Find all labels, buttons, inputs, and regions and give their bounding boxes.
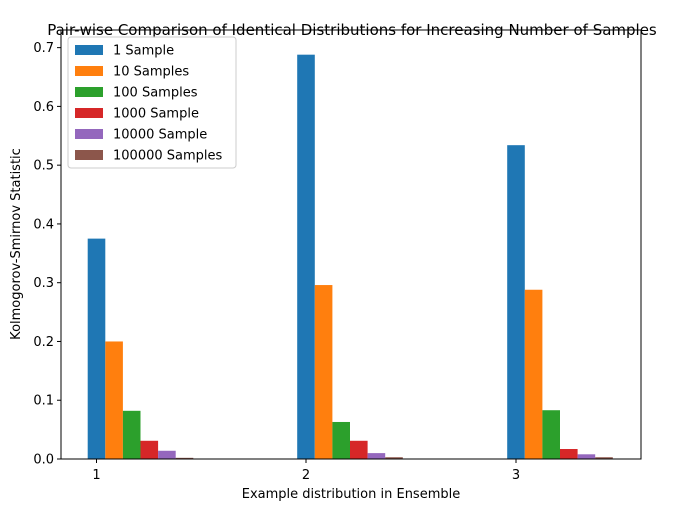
bar-series-4-cat-2 bbox=[350, 440, 368, 459]
bar-series-6-cat-2 bbox=[385, 457, 403, 459]
legend-swatch bbox=[75, 66, 103, 76]
legend-label: 100000 Samples bbox=[113, 149, 223, 164]
x-tick-label: 3 bbox=[512, 468, 520, 483]
y-tick-label: 0.5 bbox=[33, 159, 54, 174]
bar-series-6-cat-1 bbox=[175, 457, 194, 459]
bar-series-2-cat-2 bbox=[314, 285, 333, 459]
legend-label: 10 Samples bbox=[113, 65, 189, 80]
y-tick-label: 0.6 bbox=[33, 100, 54, 115]
legend-label: 10000 Sample bbox=[113, 128, 207, 143]
legend-label: 1000 Sample bbox=[113, 107, 199, 122]
legend-label: 1 Sample bbox=[113, 44, 174, 59]
legend-swatch bbox=[75, 129, 103, 139]
y-tick-label: 0.1 bbox=[33, 394, 54, 409]
bar-series-5-cat-3 bbox=[577, 454, 596, 459]
x-axis: 1 2 3 bbox=[92, 459, 520, 483]
legend-swatch bbox=[75, 45, 103, 55]
y-axis: 0.0 0.1 0.2 0.3 0.4 0.5 0.6 0.7 bbox=[33, 41, 61, 468]
legend-swatch bbox=[75, 108, 103, 118]
legend-swatch bbox=[75, 87, 103, 97]
legend-label: 100 Samples bbox=[113, 86, 198, 101]
bars-layer bbox=[87, 54, 613, 460]
y-tick-label: 0.0 bbox=[33, 453, 54, 468]
plot-frame bbox=[60, 29, 642, 460]
bar-series-3-cat-2 bbox=[332, 421, 350, 459]
bar-series-2-cat-1 bbox=[105, 341, 123, 459]
bar-series-1-cat-2 bbox=[297, 54, 315, 460]
bar-series-4-cat-1 bbox=[140, 440, 159, 459]
y-tick-label: 0.2 bbox=[33, 335, 54, 350]
bar-series-3-cat-1 bbox=[122, 410, 141, 459]
y-tick-label: 0.4 bbox=[33, 217, 54, 232]
bar-series-5-cat-1 bbox=[158, 450, 176, 459]
x-axis-label: Example distribution in Ensemble bbox=[242, 487, 460, 502]
bar-series-6-cat-3 bbox=[595, 457, 613, 459]
bar-series-5-cat-2 bbox=[367, 453, 386, 459]
bar-series-1-cat-1 bbox=[87, 238, 106, 459]
legend-swatch bbox=[75, 150, 103, 160]
x-tick-label: 2 bbox=[302, 468, 310, 483]
legend-box bbox=[67, 36, 237, 169]
y-axis-label: Kolmogorov-Smirnov Statistic bbox=[9, 148, 24, 340]
y-tick-label: 0.7 bbox=[33, 41, 54, 56]
bar-series-3-cat-3 bbox=[542, 410, 560, 459]
y-tick-label: 0.3 bbox=[33, 276, 54, 291]
x-tick-label: 1 bbox=[92, 468, 100, 483]
bar-series-1-cat-3 bbox=[507, 145, 525, 459]
bar-series-2-cat-3 bbox=[524, 289, 543, 459]
bar-series-4-cat-3 bbox=[560, 449, 578, 459]
legend: 1 Sample 10 Samples 100 Samples 1000 Sample… bbox=[67, 36, 237, 169]
